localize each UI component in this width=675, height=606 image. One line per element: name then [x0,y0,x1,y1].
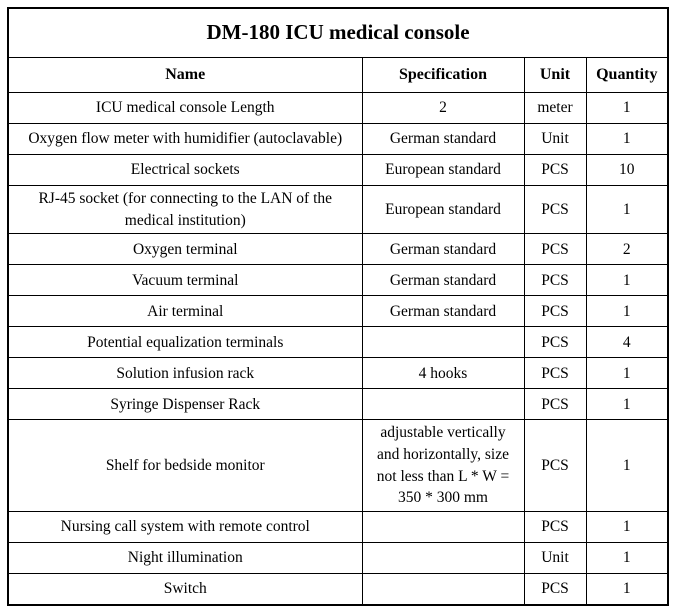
cell-quantity: 1 [585,184,669,235]
table-title-row: DM-180 ICU medical console [7,7,669,58]
cell-name: Switch [7,573,363,606]
cell-quantity: 1 [585,419,669,513]
cell-name: ICU medical console Length [7,92,363,124]
table-row: Switch PCS 1 [7,573,669,606]
cell-quantity: 1 [585,92,669,124]
column-header-name: Name [7,57,363,93]
cell-name: RJ-45 socket (for connecting to the LAN … [7,184,363,235]
cell-quantity: 1 [585,123,669,155]
cell-unit: PCS [523,264,587,297]
cell-specification: adjustable vertically and horizontally, … [361,419,525,513]
table-row: Shelf for bedside monitor adjustable ver… [7,419,669,513]
table-header-row: Name Specification Unit Quantity [7,57,669,93]
table-row: Vacuum terminal German standard PCS 1 [7,264,669,297]
cell-name: Syringe Dispenser Rack [7,388,363,421]
cell-quantity: 1 [585,357,669,390]
cell-quantity: 1 [585,388,669,421]
cell-name: Air terminal [7,295,363,328]
cell-unit: PCS [523,184,587,235]
document-page: DM-180 ICU medical console Name Specific… [7,7,670,606]
cell-unit: PCS [523,233,587,266]
cell-specification: German standard [361,233,525,266]
cell-name: Shelf for bedside monitor [7,419,363,513]
table-row: Potential equalization terminals PCS 4 [7,326,669,359]
cell-specification: German standard [361,295,525,328]
cell-unit: PCS [523,295,587,328]
cell-specification [361,388,525,421]
table-row: Night illumination Unit 1 [7,542,669,575]
spec-table: DM-180 ICU medical console Name Specific… [7,7,670,606]
cell-unit: PCS [523,388,587,421]
cell-name: Solution infusion rack [7,357,363,390]
cell-specification [361,573,525,606]
cell-specification: 2 [361,92,525,124]
cell-quantity: 4 [585,326,669,359]
column-header-unit: Unit [523,57,587,93]
cell-unit: PCS [523,154,587,186]
cell-specification: German standard [361,123,525,155]
column-header-quantity: Quantity [585,57,669,93]
cell-unit: Unit [523,123,587,155]
cell-unit: Unit [523,542,587,575]
table-row: Oxygen flow meter with humidifier (autoc… [7,123,669,155]
cell-unit: meter [523,92,587,124]
cell-quantity: 1 [585,542,669,575]
cell-specification [361,511,525,544]
cell-quantity: 2 [585,233,669,266]
cell-unit: PCS [523,326,587,359]
table-row: Solution infusion rack 4 hooks PCS 1 [7,357,669,390]
table-row: Oxygen terminal German standard PCS 2 [7,233,669,266]
cell-quantity: 1 [585,573,669,606]
table-row: Air terminal German standard PCS 1 [7,295,669,328]
cell-name: Potential equalization terminals [7,326,363,359]
cell-quantity: 10 [585,154,669,186]
cell-specification: German standard [361,264,525,297]
cell-name: Vacuum terminal [7,264,363,297]
table-row: Nursing call system with remote control … [7,511,669,544]
cell-specification: 4 hooks [361,357,525,390]
cell-name: Nursing call system with remote control [7,511,363,544]
cell-quantity: 1 [585,295,669,328]
cell-name: Night illumination [7,542,363,575]
cell-name: Electrical sockets [7,154,363,186]
cell-specification: European standard [361,184,525,235]
cell-quantity: 1 [585,264,669,297]
column-header-specification: Specification [361,57,525,93]
table-row: Syringe Dispenser Rack PCS 1 [7,388,669,421]
cell-name: Oxygen flow meter with humidifier (autoc… [7,123,363,155]
cell-unit: PCS [523,419,587,513]
cell-unit: PCS [523,511,587,544]
cell-specification: European standard [361,154,525,186]
cell-quantity: 1 [585,511,669,544]
table-row: Electrical sockets European standard PCS… [7,154,669,186]
cell-unit: PCS [523,357,587,390]
cell-name: Oxygen terminal [7,233,363,266]
table-row: ICU medical console Length 2 meter 1 [7,92,669,124]
cell-specification [361,542,525,575]
table-title: DM-180 ICU medical console [7,7,669,58]
cell-specification [361,326,525,359]
cell-unit: PCS [523,573,587,606]
table-row: RJ-45 socket (for connecting to the LAN … [7,184,669,235]
